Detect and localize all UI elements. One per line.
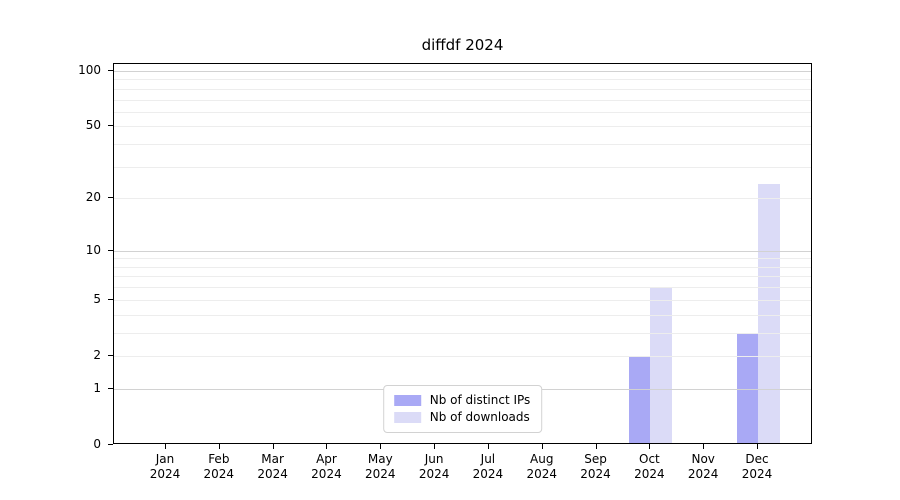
x-tick-year: 2024	[203, 467, 235, 481]
x-tick-year: 2024	[741, 467, 773, 481]
x-axis-tick-label: Sep 2024	[564, 452, 628, 482]
x-tick-month: Apr	[316, 452, 337, 466]
y-axis-tick	[108, 197, 113, 199]
legend-swatch-distinct-ips	[393, 395, 421, 406]
x-axis-tick-label: Aug 2024	[510, 452, 574, 482]
y-axis-tick	[108, 354, 113, 356]
y-axis-tick-label: 1	[93, 380, 101, 395]
gridline-minor	[114, 258, 811, 260]
x-tick-year: 2024	[526, 467, 557, 481]
legend-label-distinct-ips: Nb of distinct IPs	[429, 393, 531, 407]
y-axis-tick-label: 2	[93, 347, 101, 362]
chart-title: diffdf 2024	[421, 36, 504, 54]
gridline-minor	[114, 276, 811, 278]
x-tick-month: Mar	[261, 452, 284, 466]
legend: Nb of distinct IPs Nb of downloads	[382, 385, 543, 433]
y-axis-tick	[108, 444, 113, 445]
gridline-minor	[114, 266, 811, 268]
legend-entry-downloads: Nb of downloads	[393, 410, 531, 425]
legend-swatch-downloads	[393, 412, 421, 423]
gridline-minor	[114, 355, 811, 357]
x-axis-tick	[218, 444, 220, 449]
x-axis-tick	[595, 444, 597, 449]
gridline-minor	[114, 126, 811, 128]
gridline-major	[114, 71, 811, 72]
legend-label-downloads: Nb of downloads	[429, 410, 530, 424]
bar-distinct-ips-dec-2024	[736, 332, 759, 443]
x-tick-year: 2024	[364, 467, 396, 481]
x-axis-tick	[487, 444, 489, 449]
x-axis-tick	[272, 444, 274, 449]
x-axis-tick-label: Nov 2024	[671, 452, 735, 482]
y-axis-tick	[108, 387, 113, 389]
y-axis-tick-label: 0	[93, 437, 101, 451]
x-axis-tick	[434, 444, 436, 449]
x-tick-month: Jan	[155, 452, 175, 466]
y-axis-tick-label: 10	[85, 242, 101, 257]
y-axis-tick-label: 50	[85, 118, 101, 133]
gridline-minor	[114, 99, 811, 101]
bar-downloads-dec-2024	[758, 184, 780, 443]
x-axis-tick-label: Jan 2024	[133, 452, 197, 482]
y-axis-tick-label: 20	[85, 190, 101, 205]
x-tick-year: 2024	[311, 467, 342, 481]
x-tick-month: Jun	[424, 452, 444, 466]
gridline-minor	[114, 111, 811, 113]
x-tick-year: 2024	[580, 467, 611, 481]
x-tick-month: Sep	[584, 452, 607, 466]
x-axis-tick	[165, 444, 166, 449]
bar-distinct-ips-oct-2024	[628, 355, 651, 443]
x-tick-month: Aug	[530, 452, 554, 466]
x-tick-month: Nov	[691, 452, 715, 466]
x-axis-tick	[649, 444, 651, 449]
gridline-minor	[114, 299, 811, 301]
x-tick-year: 2024	[634, 467, 665, 481]
x-axis-tick-label: Feb 2024	[187, 452, 251, 482]
x-tick-month: May	[367, 452, 393, 466]
gridline-minor	[114, 144, 811, 146]
x-axis-tick-label: Jun 2024	[402, 452, 466, 482]
x-axis-tick	[380, 444, 382, 449]
x-axis-tick-label: Apr 2024	[294, 452, 358, 482]
y-axis-tick	[108, 125, 113, 127]
x-tick-month: Feb	[208, 452, 230, 466]
y-axis-tick	[108, 249, 113, 251]
x-axis-tick-label: Mar 2024	[241, 452, 305, 482]
x-axis-tick-label: Dec 2024	[725, 452, 789, 482]
x-axis-tick	[541, 444, 543, 449]
gridline-minor	[114, 166, 811, 168]
x-tick-month: Jul	[480, 452, 496, 466]
gridline-minor	[114, 314, 811, 316]
x-tick-year: 2024	[257, 467, 288, 481]
x-tick-year: 2024	[418, 467, 450, 481]
gridline-minor	[114, 332, 811, 334]
x-axis-tick-label: Oct 2024	[617, 452, 681, 482]
x-axis-tick-label: May 2024	[348, 452, 412, 482]
gridline-minor	[114, 79, 811, 81]
gridline-minor	[114, 198, 811, 200]
gridline-minor	[114, 287, 811, 289]
x-axis-tick	[703, 444, 705, 449]
y-axis-tick	[108, 298, 113, 300]
x-tick-month: Oct	[639, 452, 660, 466]
legend-entry-distinct-ips: Nb of distinct IPs	[393, 393, 531, 408]
x-tick-year: 2024	[472, 467, 504, 481]
gridline-minor	[114, 88, 811, 90]
x-axis-tick	[326, 444, 328, 449]
x-tick-month: Dec	[745, 452, 769, 466]
x-axis-tick-label: Jul 2024	[456, 452, 520, 482]
bar-downloads-oct-2024	[650, 287, 672, 443]
x-axis-tick	[757, 444, 759, 449]
y-axis-tick-label: 100	[78, 63, 101, 77]
x-tick-year: 2024	[149, 467, 181, 481]
gridline-major	[114, 250, 811, 252]
y-axis-tick-label: 5	[93, 291, 101, 306]
x-tick-year: 2024	[687, 467, 719, 481]
y-axis-tick	[108, 70, 113, 71]
plot-area: Nb of distinct IPs Nb of downloads	[113, 63, 812, 444]
bars-layer	[114, 64, 811, 443]
